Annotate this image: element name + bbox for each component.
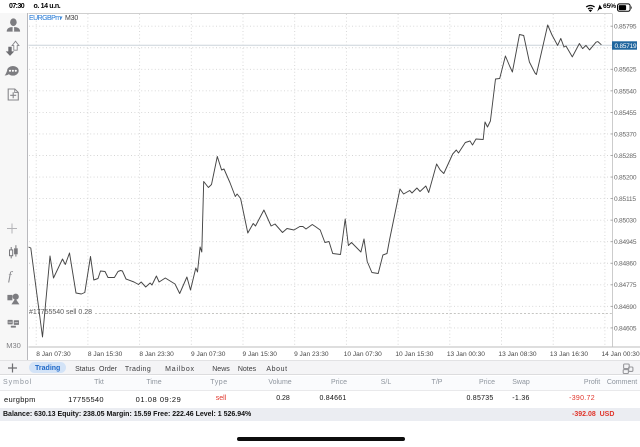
- svg-text:EURGBPm: EURGBPm: [29, 15, 61, 22]
- svg-text:13 Jan 00:30: 13 Jan 00:30: [447, 351, 485, 358]
- svg-text:10 Jan 15:30: 10 Jan 15:30: [395, 351, 433, 358]
- svg-text:0.85719: 0.85719: [615, 43, 637, 50]
- svg-text:0.85795: 0.85795: [614, 24, 637, 31]
- svg-text:9 Jan 23:30: 9 Jan 23:30: [294, 351, 329, 358]
- svg-text:8 Jan 15:30: 8 Jan 15:30: [88, 351, 123, 358]
- svg-text:0.85370: 0.85370: [614, 131, 637, 138]
- svg-text:0.85115: 0.85115: [614, 196, 636, 203]
- svg-text:0.85540: 0.85540: [614, 88, 637, 95]
- svg-text:0.84690: 0.84690: [614, 304, 637, 311]
- svg-text:f: f: [8, 268, 14, 283]
- svg-text:#17755540 sell 0.28: #17755540 sell 0.28: [29, 309, 92, 316]
- svg-text:0.84775: 0.84775: [614, 282, 637, 289]
- svg-text:9 Jan 07:30: 9 Jan 07:30: [191, 351, 226, 358]
- svg-text:8 Jan 07:30: 8 Jan 07:30: [36, 351, 71, 358]
- svg-text:0.85200: 0.85200: [614, 174, 637, 181]
- svg-text:▾: ▾: [60, 16, 63, 22]
- svg-text:0.85285: 0.85285: [614, 153, 637, 160]
- svg-text:14 Jan 00:30: 14 Jan 00:30: [602, 351, 640, 358]
- svg-text:10 Jan 07:30: 10 Jan 07:30: [344, 351, 382, 358]
- svg-text:M30: M30: [65, 15, 78, 22]
- svg-text:0.84860: 0.84860: [614, 261, 637, 268]
- svg-text:8 Jan 23:30: 8 Jan 23:30: [139, 351, 174, 358]
- svg-text:0.84605: 0.84605: [614, 325, 637, 332]
- svg-text:0.85455: 0.85455: [614, 110, 637, 117]
- svg-text:13 Jan 16:30: 13 Jan 16:30: [550, 351, 588, 358]
- svg-text:0.85030: 0.85030: [614, 218, 637, 225]
- svg-text:9 Jan 15:30: 9 Jan 15:30: [242, 351, 277, 358]
- svg-text:0.84945: 0.84945: [614, 239, 637, 246]
- svg-text:0.85625: 0.85625: [614, 67, 637, 74]
- svg-text:13 Jan 08:30: 13 Jan 08:30: [498, 351, 536, 358]
